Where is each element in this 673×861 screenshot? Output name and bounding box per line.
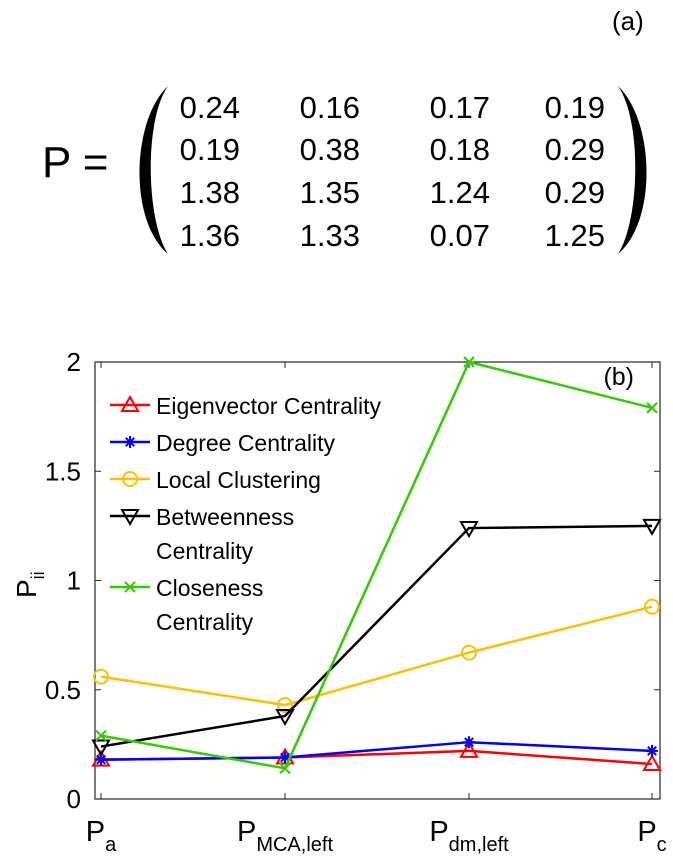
matrix-cell: 1.35 <box>299 175 360 210</box>
data-point-marker <box>120 394 140 412</box>
x-tick-label: Pa <box>86 816 117 856</box>
x-tick-label: PMCA,left <box>237 816 333 856</box>
matrix-cell: 0.18 <box>429 132 490 167</box>
matrix-equation: P = 0.24 0.16 0.17 0.19 0.19 0.38 0.18 0.29 1.38… <box>0 80 673 270</box>
matrix-cell: 0.07 <box>429 218 490 253</box>
left-parenthesis <box>139 86 168 254</box>
data-point-marker <box>459 521 479 539</box>
legend-label: Centrality <box>156 538 254 564</box>
line-chart: 0 0.5 1 1.5 2 Pa PMCA,left Pdm,left Pc Eigenvect… <box>11 347 667 856</box>
data-point-marker <box>459 740 479 758</box>
series-line <box>100 360 653 770</box>
x-tick-label: Pc <box>637 816 666 856</box>
matrix-cell: 0.19 <box>179 132 240 167</box>
data-point-marker <box>279 762 291 775</box>
legend-label: Local Clustering <box>156 467 321 493</box>
legend-label: Betweenness <box>156 504 294 530</box>
matrix-cell: 0.24 <box>179 90 240 125</box>
data-point-marker <box>275 708 295 726</box>
data-point-marker <box>642 518 662 536</box>
legend-item: Closeness Centrality <box>110 575 263 635</box>
data-point-marker <box>463 356 475 368</box>
matrix-cell: 0.29 <box>544 175 605 210</box>
series-betweenness-centrality <box>91 518 662 757</box>
series-degree-centrality <box>95 736 658 766</box>
y-tick-label: 0.5 <box>45 675 81 705</box>
data-point-marker <box>279 751 291 764</box>
data-point-marker <box>124 581 136 593</box>
series-closeness-centrality <box>95 356 658 775</box>
matrix-lhs: P = <box>42 138 109 187</box>
legend-item: Local Clustering <box>110 467 321 493</box>
matrix-cell: 1.24 <box>429 175 490 210</box>
y-tick-label: 1.5 <box>45 456 81 486</box>
data-point-marker <box>120 509 140 527</box>
legend-item: Degree Centrality <box>110 430 335 456</box>
matrix-cell: 1.25 <box>544 218 605 253</box>
data-point-marker <box>642 754 662 772</box>
y-tick-label: 0 <box>67 784 81 814</box>
data-point-marker <box>277 697 293 714</box>
matrix-cell: 0.17 <box>429 90 490 125</box>
legend-label: Degree Centrality <box>156 430 335 456</box>
matrix-cell: 0.38 <box>299 132 360 167</box>
matrix-cell: 0.19 <box>544 90 605 125</box>
data-point-marker <box>124 436 136 448</box>
series-line <box>100 524 653 748</box>
y-tick-label: 1 <box>67 566 81 596</box>
matrix-cell: 1.38 <box>179 175 240 210</box>
data-point-marker <box>463 736 475 749</box>
matrix-cell: 0.16 <box>299 90 360 125</box>
matrix-cell: 0.29 <box>544 132 605 167</box>
series-line <box>100 740 653 761</box>
legend-label: Centrality <box>156 609 254 635</box>
data-point-marker <box>644 598 660 615</box>
data-point-marker <box>646 402 658 414</box>
data-point-marker <box>91 739 111 757</box>
panel-a-label: (a) <box>612 6 644 36</box>
legend-item: Betweenness Centrality <box>110 504 294 564</box>
data-point-marker <box>95 753 107 766</box>
data-point-marker <box>646 744 658 757</box>
y-tick-label: 2 <box>67 347 81 377</box>
right-parenthesis <box>618 86 647 254</box>
x-tick-label: Pdm,left <box>429 816 509 856</box>
matrix-cell: 1.33 <box>299 218 360 253</box>
series-line <box>100 605 653 707</box>
data-point-marker <box>461 644 477 661</box>
legend-label: Closeness <box>156 575 263 601</box>
data-point-marker <box>122 471 138 487</box>
legend-label: Eigenvector Centrality <box>156 393 381 419</box>
data-point-marker <box>93 668 109 685</box>
matrix-cell: 1.36 <box>179 218 240 253</box>
panel-b-label: (b) <box>603 363 634 391</box>
legend-item: Eigenvector Centrality <box>110 393 381 419</box>
data-point-marker <box>95 729 107 742</box>
series-local-clustering <box>93 598 660 714</box>
y-axis-label: Pii <box>11 571 48 598</box>
